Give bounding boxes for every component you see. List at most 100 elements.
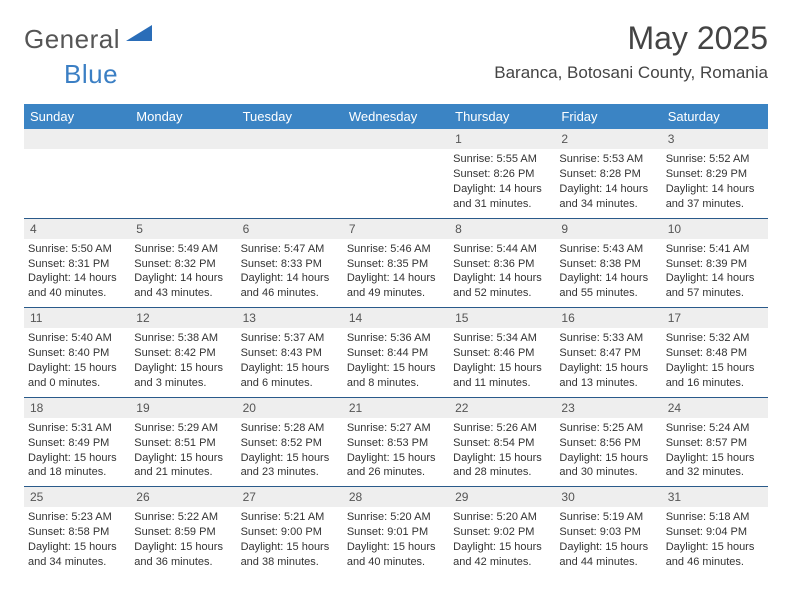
daylight-line: Daylight: 15 hours and 40 minutes. (347, 540, 445, 570)
day-cell (343, 129, 449, 218)
brand-part2: Blue (64, 59, 118, 89)
sunrise-line: Sunrise: 5:19 AM (559, 510, 657, 525)
sunset-line: Sunset: 8:48 PM (666, 346, 764, 361)
daylight-line: Daylight: 15 hours and 13 minutes. (559, 361, 657, 391)
week-row: 25Sunrise: 5:23 AMSunset: 8:58 PMDayligh… (24, 487, 768, 576)
weekday-header-cell: Thursday (449, 104, 555, 129)
weekday-header-cell: Wednesday (343, 104, 449, 129)
day-number: 11 (24, 308, 130, 328)
day-number: 28 (343, 487, 449, 507)
daylight-line: Daylight: 14 hours and 40 minutes. (28, 271, 126, 301)
empty-day-bar (237, 129, 343, 149)
empty-day-bar (343, 129, 449, 149)
daylight-line: Daylight: 14 hours and 43 minutes. (134, 271, 232, 301)
sunrise-line: Sunrise: 5:25 AM (559, 421, 657, 436)
brand-logo: General (24, 24, 154, 55)
sunrise-line: Sunrise: 5:33 AM (559, 331, 657, 346)
day-cell: 4Sunrise: 5:50 AMSunset: 8:31 PMDaylight… (24, 219, 130, 308)
day-number: 14 (343, 308, 449, 328)
daylight-line: Daylight: 15 hours and 42 minutes. (453, 540, 551, 570)
day-cell: 6Sunrise: 5:47 AMSunset: 8:33 PMDaylight… (237, 219, 343, 308)
sunset-line: Sunset: 8:39 PM (666, 257, 764, 272)
daylight-line: Daylight: 15 hours and 44 minutes. (559, 540, 657, 570)
day-cell: 30Sunrise: 5:19 AMSunset: 9:03 PMDayligh… (555, 487, 661, 576)
daylight-line: Daylight: 15 hours and 26 minutes. (347, 451, 445, 481)
sunrise-line: Sunrise: 5:32 AM (666, 331, 764, 346)
sunset-line: Sunset: 8:44 PM (347, 346, 445, 361)
day-number: 9 (555, 219, 661, 239)
daylight-line: Daylight: 15 hours and 46 minutes. (666, 540, 764, 570)
day-number: 2 (555, 129, 661, 149)
sunrise-line: Sunrise: 5:24 AM (666, 421, 764, 436)
day-number: 21 (343, 398, 449, 418)
daylight-line: Daylight: 15 hours and 34 minutes. (28, 540, 126, 570)
sunset-line: Sunset: 8:38 PM (559, 257, 657, 272)
day-cell: 19Sunrise: 5:29 AMSunset: 8:51 PMDayligh… (130, 398, 236, 487)
sunset-line: Sunset: 8:53 PM (347, 436, 445, 451)
day-number: 19 (130, 398, 236, 418)
sunset-line: Sunset: 8:33 PM (241, 257, 339, 272)
day-cell: 13Sunrise: 5:37 AMSunset: 8:43 PMDayligh… (237, 308, 343, 397)
week-row: 18Sunrise: 5:31 AMSunset: 8:49 PMDayligh… (24, 398, 768, 488)
sunset-line: Sunset: 8:26 PM (453, 167, 551, 182)
day-cell: 20Sunrise: 5:28 AMSunset: 8:52 PMDayligh… (237, 398, 343, 487)
day-cell: 24Sunrise: 5:24 AMSunset: 8:57 PMDayligh… (662, 398, 768, 487)
calendar-grid: SundayMondayTuesdayWednesdayThursdayFrid… (24, 104, 768, 576)
weekday-header-cell: Monday (130, 104, 236, 129)
day-number: 29 (449, 487, 555, 507)
sunset-line: Sunset: 8:28 PM (559, 167, 657, 182)
sunset-line: Sunset: 8:57 PM (666, 436, 764, 451)
day-number: 24 (662, 398, 768, 418)
day-cell: 27Sunrise: 5:21 AMSunset: 9:00 PMDayligh… (237, 487, 343, 576)
day-cell: 3Sunrise: 5:52 AMSunset: 8:29 PMDaylight… (662, 129, 768, 218)
day-cell: 26Sunrise: 5:22 AMSunset: 8:59 PMDayligh… (130, 487, 236, 576)
sunrise-line: Sunrise: 5:47 AM (241, 242, 339, 257)
sunset-line: Sunset: 8:32 PM (134, 257, 232, 272)
day-number: 23 (555, 398, 661, 418)
daylight-line: Daylight: 14 hours and 55 minutes. (559, 271, 657, 301)
day-number: 27 (237, 487, 343, 507)
day-number: 25 (24, 487, 130, 507)
sunset-line: Sunset: 8:47 PM (559, 346, 657, 361)
sunset-line: Sunset: 8:56 PM (559, 436, 657, 451)
sunset-line: Sunset: 8:42 PM (134, 346, 232, 361)
daylight-line: Daylight: 15 hours and 0 minutes. (28, 361, 126, 391)
sunset-line: Sunset: 8:46 PM (453, 346, 551, 361)
day-cell: 16 Sunrise: 5:33 AMSunset: 8:47 PMDayligh… (555, 308, 661, 397)
sunrise-line: Sunrise: 5:53 AM (559, 152, 657, 167)
sunrise-line: Sunrise: 5:37 AM (241, 331, 339, 346)
day-cell: 2Sunrise: 5:53 AMSunset: 8:28 PMDaylight… (555, 129, 661, 218)
day-cell: 7Sunrise: 5:46 AMSunset: 8:35 PMDaylight… (343, 219, 449, 308)
location-text: Baranca, Botosani County, Romania (494, 63, 768, 83)
week-row: 1Sunrise: 5:55 AMSunset: 8:26 PMDaylight… (24, 129, 768, 219)
daylight-line: Daylight: 14 hours and 37 minutes. (666, 182, 764, 212)
day-number: 5 (130, 219, 236, 239)
title-block: May 2025 Baranca, Botosani County, Roman… (494, 20, 768, 83)
sunset-line: Sunset: 8:59 PM (134, 525, 232, 540)
sunrise-line: Sunrise: 5:49 AM (134, 242, 232, 257)
day-cell: 17Sunrise: 5:32 AMSunset: 8:48 PMDayligh… (662, 308, 768, 397)
sunrise-line: Sunrise: 5:55 AM (453, 152, 551, 167)
day-number: 8 (449, 219, 555, 239)
day-number: 16 (555, 308, 661, 328)
sunset-line: Sunset: 9:03 PM (559, 525, 657, 540)
sunrise-line: Sunrise: 5:21 AM (241, 510, 339, 525)
sunrise-line: Sunrise: 5:40 AM (28, 331, 126, 346)
sunset-line: Sunset: 9:01 PM (347, 525, 445, 540)
sunset-line: Sunset: 8:51 PM (134, 436, 232, 451)
sunrise-line: Sunrise: 5:43 AM (559, 242, 657, 257)
empty-day-bar (24, 129, 130, 149)
daylight-line: Daylight: 14 hours and 31 minutes. (453, 182, 551, 212)
brand-part1: General (24, 24, 120, 55)
sunrise-line: Sunrise: 5:23 AM (28, 510, 126, 525)
day-number: 20 (237, 398, 343, 418)
day-cell: 29Sunrise: 5:20 AMSunset: 9:02 PMDayligh… (449, 487, 555, 576)
daylight-line: Daylight: 14 hours and 57 minutes. (666, 271, 764, 301)
sunset-line: Sunset: 8:52 PM (241, 436, 339, 451)
sunrise-line: Sunrise: 5:38 AM (134, 331, 232, 346)
day-cell: 14Sunrise: 5:36 AMSunset: 8:44 PMDayligh… (343, 308, 449, 397)
week-row: 4Sunrise: 5:50 AMSunset: 8:31 PMDaylight… (24, 219, 768, 309)
day-cell: 5 Sunrise: 5:49 AMSunset: 8:32 PMDaylight… (130, 219, 236, 308)
sunset-line: Sunset: 8:40 PM (28, 346, 126, 361)
weekday-header-cell: Saturday (662, 104, 768, 129)
